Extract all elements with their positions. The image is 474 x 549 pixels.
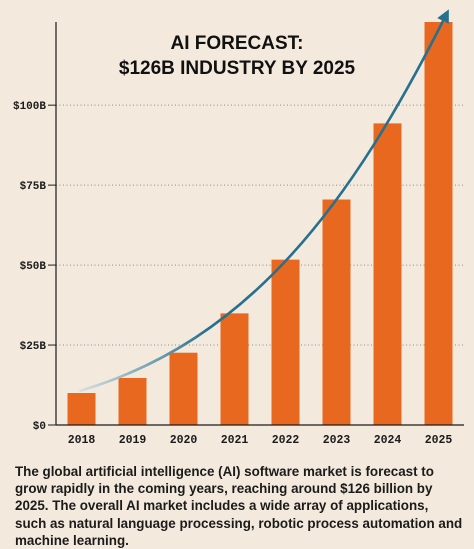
x-tick-label: 2020 — [170, 434, 198, 447]
bar — [220, 313, 249, 425]
bar-chart: $0 $25B $50B $75B $100B 2018 2019 2020 2021 2022 2… — [13, 9, 464, 447]
bar — [322, 199, 351, 425]
gridlines — [56, 104, 464, 346]
x-tick-label: 2018 — [68, 434, 96, 447]
x-tick-label: 2022 — [272, 434, 300, 447]
trend-arrow — [79, 9, 449, 393]
x-tick-label: 2021 — [221, 434, 249, 447]
x-tick-label: 2025 — [425, 434, 453, 447]
x-tick-label: 2023 — [323, 434, 351, 447]
x-tick-label: 2019 — [119, 434, 147, 447]
chart-caption: The global artificial intelligence (AI) … — [15, 464, 463, 548]
bars — [67, 22, 453, 425]
x-tick-label: 2024 — [374, 434, 402, 447]
chart-title-line-2: $126B INDUSTRY BY 2025 — [119, 58, 356, 79]
y-tick-label: $0 — [33, 421, 46, 433]
bar — [67, 393, 96, 425]
bar — [373, 123, 402, 425]
axes: $0 $25B $50B $75B $100B 2018 2019 2020 2021 2022 2… — [13, 22, 464, 447]
y-tick-label: $50B — [20, 261, 47, 273]
bar — [169, 352, 198, 425]
bar — [118, 377, 147, 425]
y-tick-label: $100B — [13, 101, 46, 113]
bar — [271, 259, 300, 425]
y-tick-label: $75B — [20, 181, 47, 193]
chart-title-line-1: AI FORECAST: — [171, 33, 304, 54]
bar — [424, 22, 453, 425]
y-tick-label: $25B — [20, 341, 47, 353]
